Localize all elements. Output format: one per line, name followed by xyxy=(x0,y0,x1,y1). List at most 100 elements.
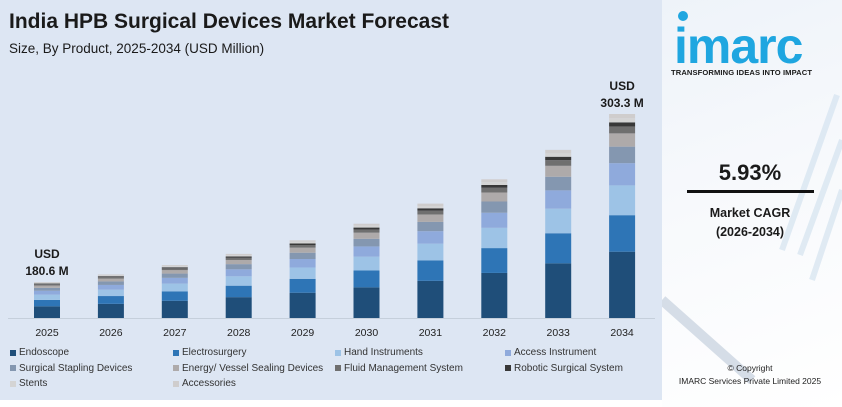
bar-segment-endoscope-2028 xyxy=(225,297,252,318)
legend-item: Energy/ Vessel Sealing Devices xyxy=(173,363,323,374)
bar-segment-robotic-surgical-system-2030 xyxy=(353,227,380,230)
bar-segment-accessories-2031 xyxy=(417,203,444,207)
bar-segment-surgical-stapling-devices-2034 xyxy=(609,146,636,164)
bar-segment-stents-2027 xyxy=(161,266,188,268)
bar-segment-electrosurgery-2034 xyxy=(609,215,636,252)
bar-segment-access-instrument-2028 xyxy=(225,269,252,277)
x-tick-label: 2034 xyxy=(610,327,634,339)
bar-segment-energy-vessel-sealing-devices-2030 xyxy=(353,232,380,239)
imarc-logo: imarc xyxy=(674,11,804,66)
cagr-period: (2026-2034) xyxy=(715,225,785,239)
bar-segment-fluid-management-system-2025 xyxy=(34,284,60,286)
legend-swatch xyxy=(173,349,179,356)
bar-segment-fluid-management-system-2032 xyxy=(481,187,508,193)
bar-segment-stents-2028 xyxy=(225,255,252,257)
copyright-line: © Copyright xyxy=(727,363,773,373)
legend-swatch xyxy=(173,365,179,371)
bar-segment-access-instrument-2025 xyxy=(34,290,60,295)
bar-segment-endoscope-2026 xyxy=(97,303,124,318)
bar-segment-access-instrument-2026 xyxy=(97,284,124,290)
cagr-label: Market CAGR xyxy=(709,206,791,220)
bar-segment-accessories-2028 xyxy=(225,253,252,256)
legend-swatch xyxy=(10,349,16,356)
bar-segment-accessories-2033 xyxy=(545,149,572,154)
bar-segment-endoscope-2034 xyxy=(609,251,636,318)
legend-item: Surgical Stapling Devices xyxy=(10,363,132,374)
bar-segment-access-instrument-2030 xyxy=(353,246,380,257)
bar-segment-accessories-2026 xyxy=(97,274,124,276)
bar-segment-accessories-2034 xyxy=(609,114,636,119)
chart-subtitle: Size, By Product, 2025-2034 (USD Million… xyxy=(9,41,265,56)
bar-segment-robotic-surgical-system-2026 xyxy=(97,276,124,278)
bar-segment-stents-2025 xyxy=(34,282,60,284)
bar-segment-surgical-stapling-devices-2028 xyxy=(225,264,252,270)
bar-segment-hand-instruments-2025 xyxy=(34,294,60,300)
x-tick-label: 2025 xyxy=(35,327,59,339)
bar-segment-surgical-stapling-devices-2029 xyxy=(289,252,316,260)
bar-segment-access-instrument-2029 xyxy=(289,259,316,268)
bar-segment-surgical-stapling-devices-2032 xyxy=(481,201,508,213)
bar-segment-hand-instruments-2029 xyxy=(289,267,316,279)
copyright-company: IMARC Services Private Limited 2025 xyxy=(678,376,822,386)
bar-segment-robotic-surgical-system-2029 xyxy=(289,243,316,246)
legend-label: Fluid Management System xyxy=(344,362,463,374)
bar-segment-endoscope-2031 xyxy=(417,280,444,318)
bar-segment-hand-instruments-2033 xyxy=(545,208,572,234)
bar-segment-electrosurgery-2027 xyxy=(161,291,188,301)
x-tick-label: 2029 xyxy=(291,327,315,339)
bar-segment-energy-vessel-sealing-devices-2029 xyxy=(289,247,316,253)
bar-segment-access-instrument-2032 xyxy=(481,212,508,228)
bar-segment-fluid-management-system-2028 xyxy=(225,257,252,260)
bar-segment-surgical-stapling-devices-2030 xyxy=(353,238,380,247)
bar-segment-fluid-management-system-2034 xyxy=(609,126,636,134)
svg-text:imarc: imarc xyxy=(674,18,803,66)
brand-tagline: TRANSFORMING IDEAS INTO IMPACT xyxy=(671,68,813,77)
bar-segment-accessories-2029 xyxy=(289,240,316,242)
cagr-divider xyxy=(687,190,814,193)
legend-item: Accessories xyxy=(173,378,236,389)
bar-segment-robotic-surgical-system-2032 xyxy=(481,184,508,188)
cagr-value: 5.93% xyxy=(718,160,782,185)
bar-segment-stents-2026 xyxy=(97,275,124,277)
stacked-bar-chart: 2025 USD 180.6 M 2026 2027 2028 2029 2030 2031 20… xyxy=(8,79,655,339)
legend-item: Robotic Surgical System xyxy=(505,363,623,374)
bar-segment-fluid-management-system-2033 xyxy=(545,160,572,166)
bar-segment-accessories-2030 xyxy=(353,223,380,226)
info-panel: imarc TRANSFORMING IDEAS INTO IMPACT 5.9… xyxy=(662,0,842,407)
bar-segment-robotic-surgical-system-2031 xyxy=(417,208,444,211)
bar-segment-energy-vessel-sealing-devices-2034 xyxy=(609,133,636,147)
total-annotation: 180.6 M xyxy=(25,264,68,278)
bar-segment-surgical-stapling-devices-2026 xyxy=(97,281,124,285)
total-annotation: USD xyxy=(34,247,60,261)
bar-segment-surgical-stapling-devices-2025 xyxy=(34,287,60,291)
x-tick-label: 2032 xyxy=(483,327,507,339)
bar-segment-hand-instruments-2026 xyxy=(97,289,124,297)
chart-title: India HPB Surgical Devices Market Foreca… xyxy=(9,10,450,33)
bar-segment-endoscope-2033 xyxy=(545,263,572,318)
legend-swatch xyxy=(505,349,511,356)
bar-segment-hand-instruments-2030 xyxy=(353,256,380,271)
total-annotation: 303.3 M xyxy=(600,96,643,110)
bar-segment-endoscope-2029 xyxy=(289,292,316,318)
bar-segment-electrosurgery-2031 xyxy=(417,260,444,281)
bar-segment-endoscope-2025 xyxy=(34,306,60,318)
bar-segment-energy-vessel-sealing-devices-2032 xyxy=(481,192,508,202)
bar-segment-robotic-surgical-system-2025 xyxy=(34,283,60,285)
bar-segment-hand-instruments-2034 xyxy=(609,185,636,216)
bar-segment-robotic-surgical-system-2033 xyxy=(545,156,572,161)
bar-segment-access-instrument-2031 xyxy=(417,231,444,244)
legend-label: Robotic Surgical System xyxy=(514,362,623,374)
bar-segment-fluid-management-system-2031 xyxy=(417,210,444,215)
bar-segment-energy-vessel-sealing-devices-2026 xyxy=(97,278,124,282)
legend-item: Electrosurgery xyxy=(173,347,246,358)
bar-segment-energy-vessel-sealing-devices-2025 xyxy=(34,285,60,288)
legend-label: Electrosurgery xyxy=(182,347,247,358)
bar-segment-surgical-stapling-devices-2031 xyxy=(417,221,444,232)
bar-segment-stents-2029 xyxy=(289,241,316,244)
legend-swatch xyxy=(173,380,179,387)
legend-item: Access Instrument xyxy=(505,347,596,358)
bar-segment-electrosurgery-2026 xyxy=(97,296,124,304)
bar-segment-electrosurgery-2025 xyxy=(34,299,60,307)
legend-item: Hand Instruments xyxy=(335,347,423,358)
x-tick-label: 2028 xyxy=(227,327,251,339)
